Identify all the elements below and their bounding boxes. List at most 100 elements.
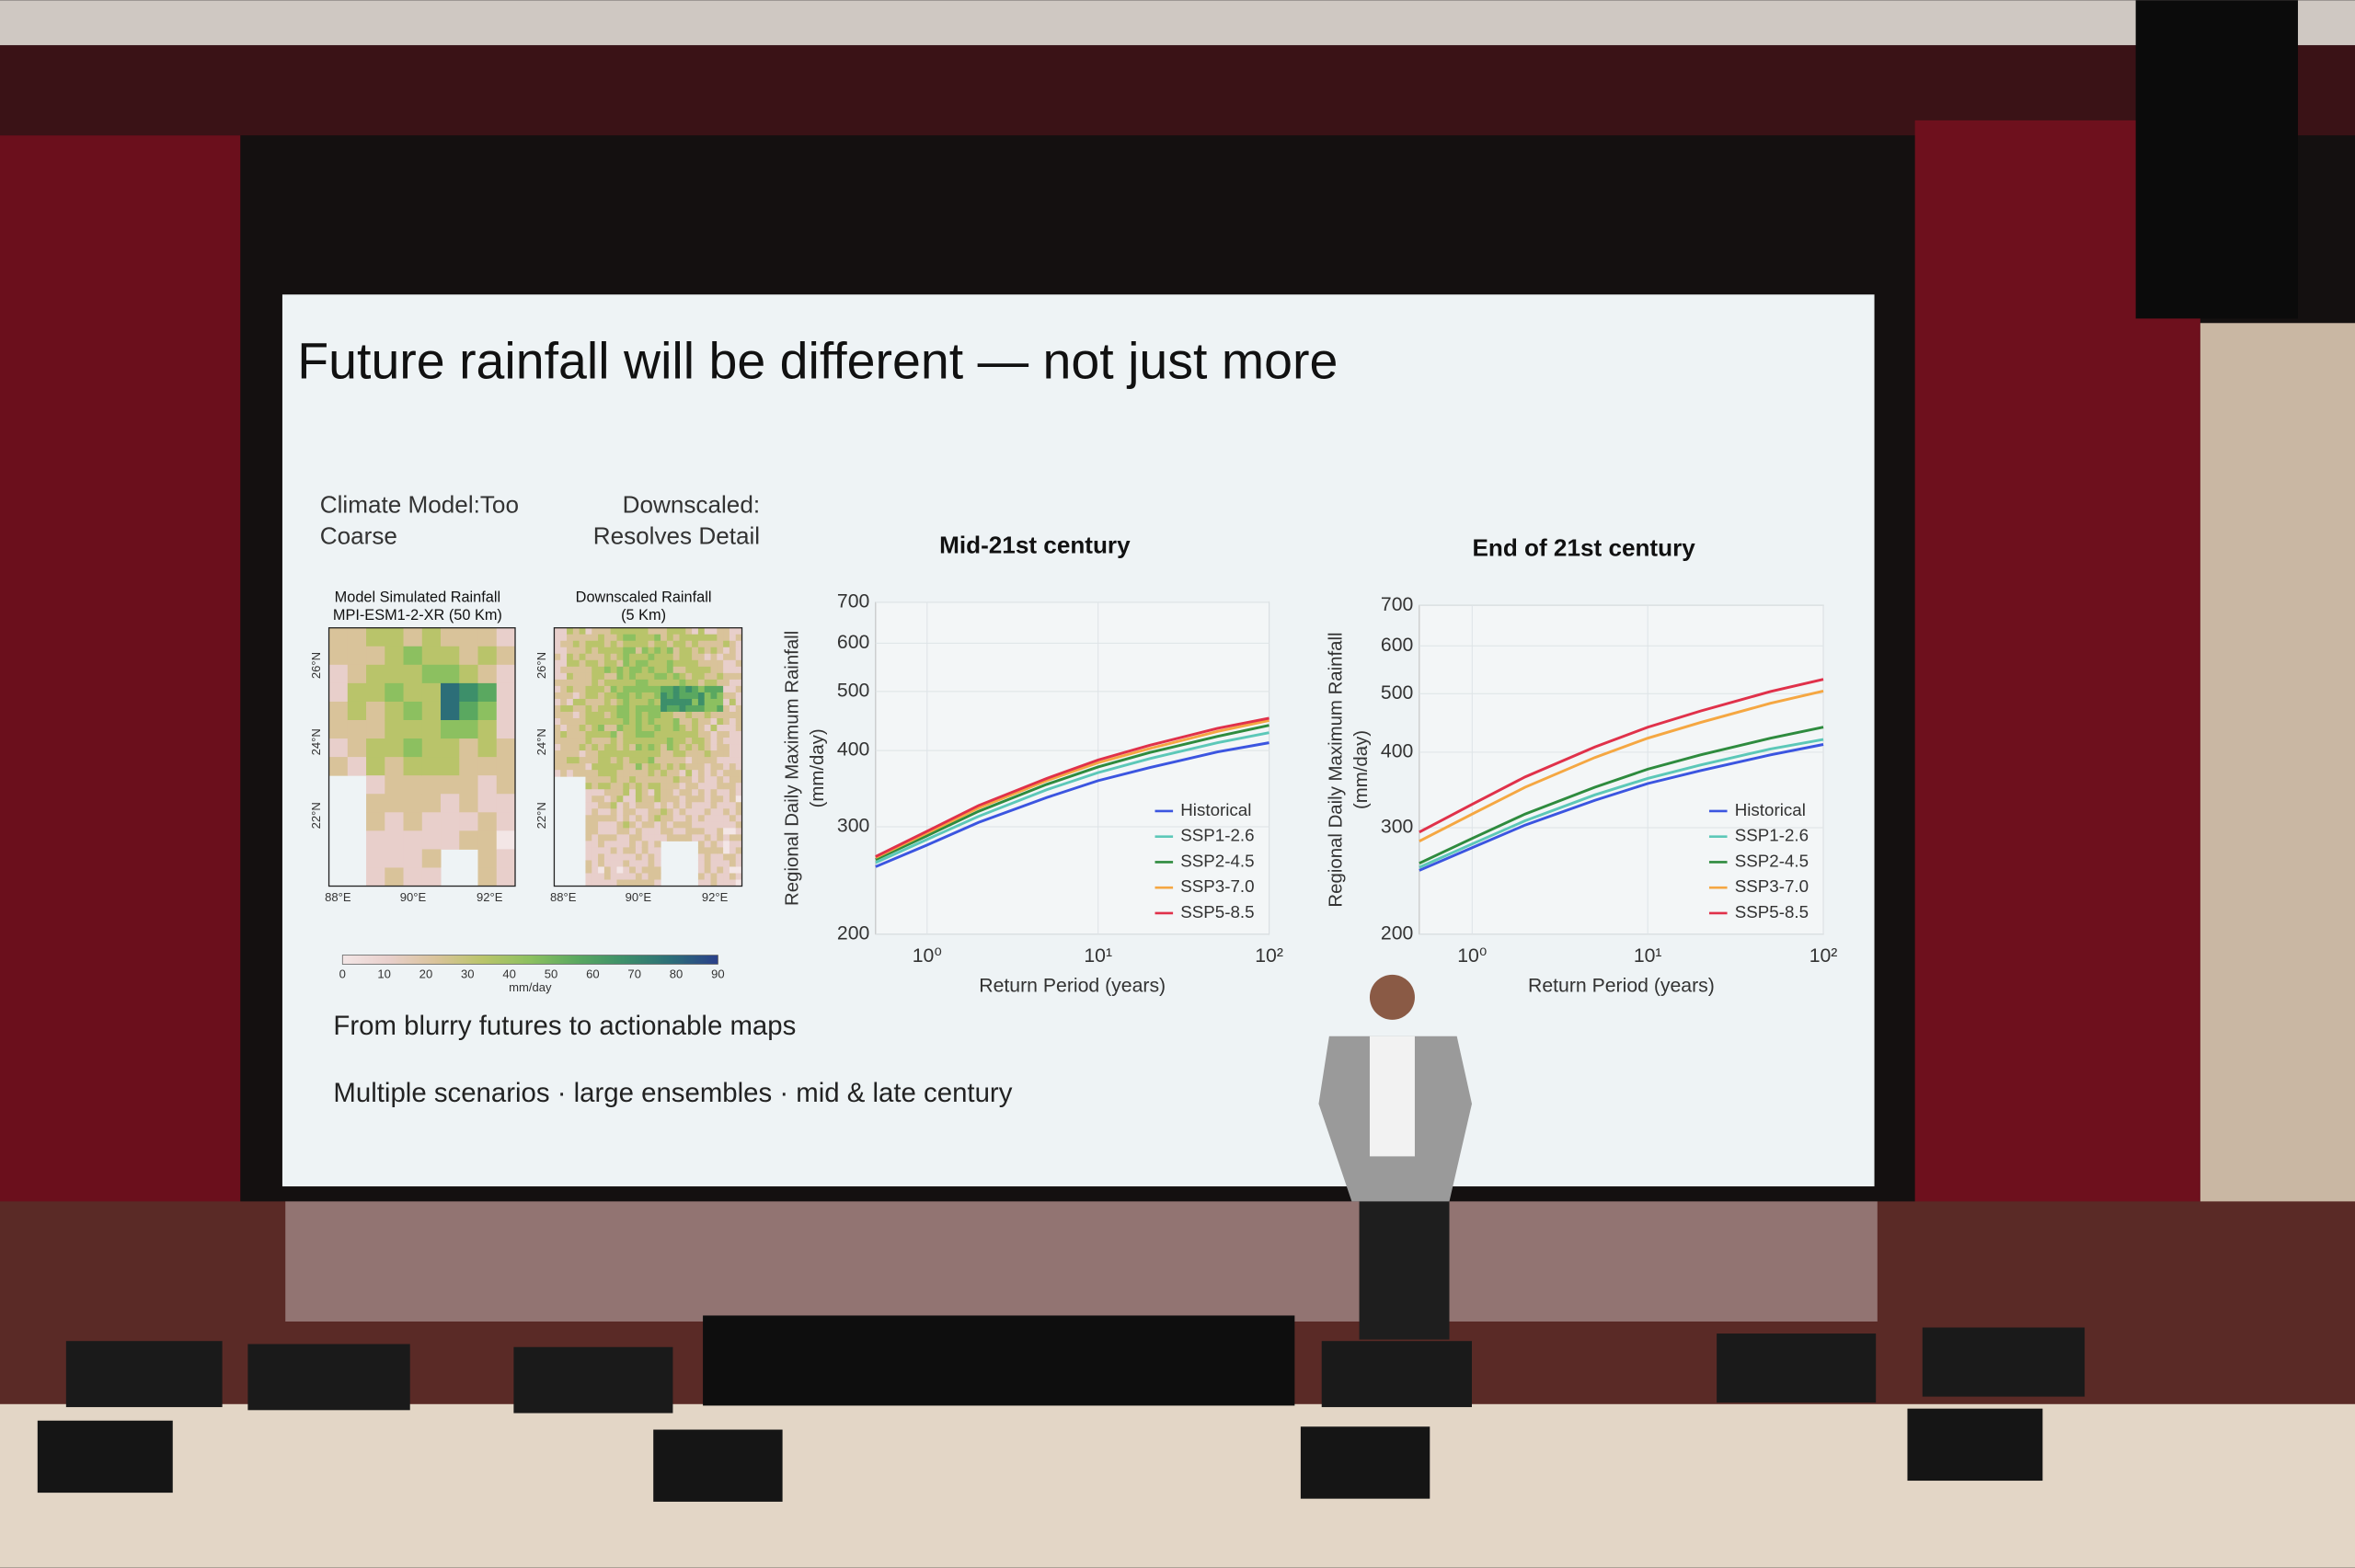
map-cell: [598, 802, 605, 809]
map-cell: [685, 717, 693, 726]
map-cell: [592, 653, 599, 661]
y-tick-label: 500: [837, 680, 869, 701]
map-cell: [641, 725, 649, 732]
lon-label: 88°E: [550, 890, 577, 904]
map-cell: [710, 821, 718, 829]
map-cell: [654, 750, 661, 758]
map-cell: [685, 692, 693, 700]
map-cell: [672, 738, 680, 745]
map-cell: [666, 725, 674, 732]
map-cell: [635, 750, 643, 758]
y-axis-label: (mm/day): [808, 728, 828, 807]
map-cell: [421, 701, 442, 721]
map-cell: [421, 812, 442, 831]
map-cell: [635, 640, 643, 648]
map-cell: [554, 647, 561, 655]
map-cell: [554, 757, 561, 764]
map-cell: [729, 640, 737, 648]
map-cell: [616, 679, 624, 687]
map-cell: [672, 763, 680, 771]
map-cell: [616, 783, 624, 790]
map-cell: [441, 646, 460, 666]
map-cell: [623, 704, 630, 713]
map-cell: [603, 653, 612, 661]
map-cell: [641, 866, 649, 874]
map-cell: [735, 847, 743, 854]
map-cell: [654, 744, 661, 751]
map-cell: [328, 646, 349, 666]
map-cell: [666, 795, 674, 803]
map-cell: [679, 776, 686, 784]
map-cell: [623, 789, 630, 796]
map-cell: [692, 808, 699, 816]
map-cell: [672, 757, 680, 764]
map-cell: [672, 795, 680, 803]
map-cell: [697, 757, 706, 764]
map-cell: [603, 744, 612, 751]
map-cell: [704, 757, 712, 764]
series-line: [875, 731, 1269, 864]
map-cell: [697, 821, 706, 829]
map-cell: [729, 685, 737, 693]
map-cell: [610, 640, 617, 648]
map-cell: [629, 640, 637, 648]
map-cell: [598, 763, 605, 771]
map-cell: [717, 808, 724, 816]
map-cell: [704, 627, 712, 635]
map-cell: [572, 717, 580, 726]
map-cell: [610, 808, 617, 816]
map-cell: [729, 763, 737, 771]
map-cell: [710, 847, 718, 854]
map-cell: [704, 634, 712, 642]
map-cell: [598, 640, 605, 648]
map-cell: [679, 653, 686, 661]
map-cell: [704, 672, 712, 681]
map-cell: [679, 738, 686, 745]
map-cell: [635, 698, 643, 706]
map-cell: [648, 815, 655, 822]
map-cell: [629, 627, 637, 635]
map-cell: [661, 672, 668, 681]
map-cell: [692, 738, 699, 745]
map-cell: [616, 821, 624, 829]
map-cell: [421, 757, 442, 776]
left-curtain: [0, 135, 241, 1232]
map-cell: [685, 672, 693, 681]
map-cell: [560, 704, 568, 713]
map-cell: [704, 866, 712, 874]
map-cell: [623, 770, 630, 777]
map-cell: [672, 821, 680, 829]
map-cell: [648, 634, 655, 642]
map-cell: [496, 812, 516, 831]
map-cell: [710, 815, 718, 822]
map-cell: [648, 672, 655, 681]
map-cell: [598, 841, 605, 848]
map-cell: [572, 731, 580, 738]
map-cell: [592, 666, 599, 674]
map-cell: [692, 815, 699, 822]
map-cell: [710, 828, 718, 835]
map-cell: [666, 828, 674, 835]
map-cell: [629, 672, 637, 681]
map-cell: [592, 776, 599, 784]
map-cell: [723, 789, 730, 796]
map-cell: [641, 744, 649, 751]
map-cell: [710, 627, 718, 635]
map-cell: [635, 672, 643, 681]
map-cell: [679, 640, 686, 648]
map-cell: [598, 704, 605, 713]
series-line: [1419, 738, 1824, 869]
map-cell: [735, 640, 743, 648]
map-cell: [623, 815, 630, 822]
map-cell: [641, 659, 649, 668]
map-cell: [635, 666, 643, 674]
map-cell: [603, 783, 612, 790]
map-cell: [735, 711, 743, 719]
map-cell: [723, 821, 730, 829]
map-cell: [710, 795, 718, 803]
map-cell: [666, 672, 674, 681]
map-cell: [496, 646, 516, 666]
map-cell: [717, 834, 724, 841]
map-cell: [672, 634, 680, 642]
map-cell: [654, 725, 661, 732]
